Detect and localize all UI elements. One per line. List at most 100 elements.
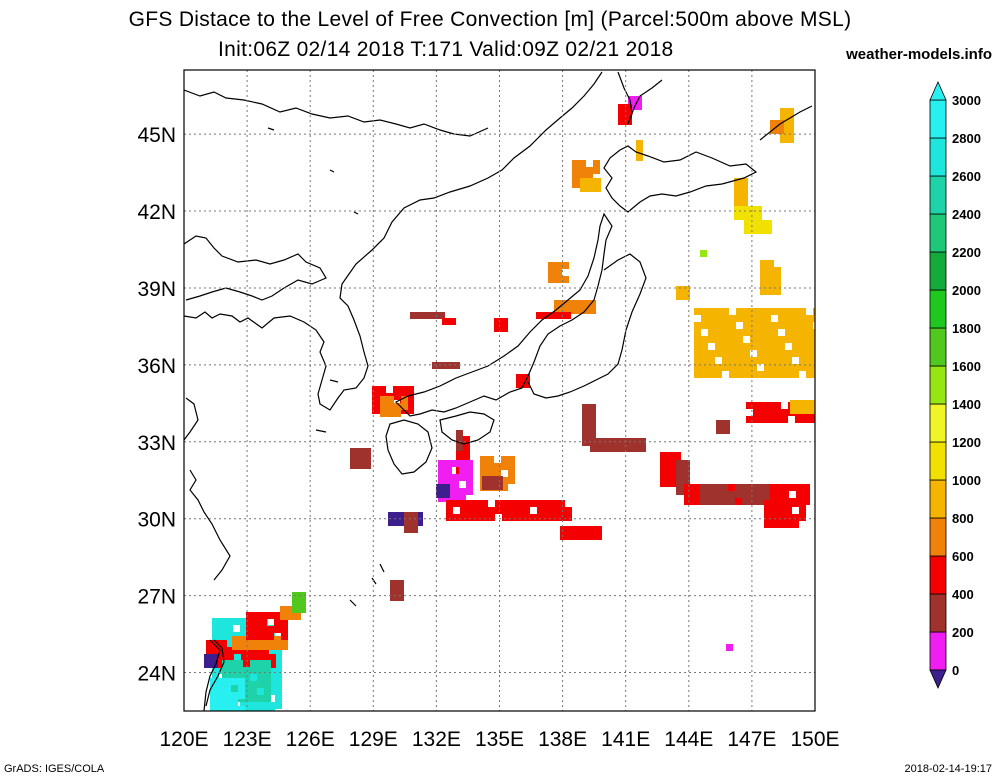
field-cell: [806, 329, 813, 336]
field-cell: [771, 343, 778, 350]
field-cell: [767, 267, 774, 274]
field-cell: [509, 514, 516, 521]
field-cell: [236, 667, 243, 674]
field-cell: [760, 402, 767, 409]
colorbar-label: 2800: [952, 131, 981, 146]
field-cell: [757, 308, 764, 315]
field-cell: [210, 692, 217, 699]
lon-tick-label: 141E: [601, 728, 650, 751]
field-cell: [509, 507, 516, 514]
field-cell: [416, 512, 423, 519]
field-cell: [708, 336, 715, 343]
field-cell: [778, 371, 785, 378]
field-cell: [395, 512, 402, 519]
field-cell: [765, 227, 772, 234]
field-cell: [714, 498, 721, 505]
field-cell: [456, 450, 463, 457]
field-cell: [260, 619, 267, 626]
field-cell: [229, 688, 236, 695]
colorbar: 0 200 400 600 800 1000 1200 1400 1600 1800 2000 220…: [929, 81, 981, 689]
field-cell: [785, 514, 792, 521]
field-cell: [729, 364, 736, 371]
field-cell: [233, 618, 240, 625]
lon-tick-label: 135E: [475, 728, 524, 751]
field-cell: [694, 364, 701, 371]
field-cell: [269, 661, 276, 668]
field-cell: [372, 407, 379, 414]
field-cell: [364, 448, 371, 455]
field-cell: [254, 688, 261, 695]
colorbar-segment: [929, 441, 947, 481]
field-cell: [589, 300, 596, 307]
field-cell: [264, 681, 271, 688]
field-cell: [813, 357, 815, 364]
field-cell: [660, 480, 667, 487]
lon-tick-label: 129E: [349, 728, 398, 751]
field-cell: [787, 136, 794, 143]
field-cell: [774, 416, 781, 423]
field-cell: [224, 699, 231, 706]
field-cell: [380, 403, 387, 410]
field-cell: [480, 463, 487, 470]
field-cell: [572, 160, 579, 167]
field-cell: [729, 336, 736, 343]
field-cell: [756, 498, 763, 505]
field-cell: [813, 315, 815, 322]
field-cell: [764, 308, 771, 315]
field-cell: [597, 445, 604, 452]
field-cell: [474, 500, 481, 507]
field-cell: [809, 416, 815, 423]
field-cell: [758, 220, 765, 227]
field-cell: [299, 599, 306, 606]
field-cell: [792, 521, 799, 528]
field-cell: [219, 625, 226, 632]
field-cell: [632, 445, 639, 452]
colorbar-label: 2200: [952, 245, 981, 260]
field-cell: [574, 526, 581, 533]
field-cell: [736, 357, 743, 364]
field-cell: [568, 307, 575, 314]
field-cell: [729, 350, 736, 357]
field-cell: [736, 343, 743, 350]
field-cell: [231, 699, 238, 706]
field-cell: [676, 481, 683, 488]
field-cell: [227, 654, 234, 661]
field-cell: [635, 103, 642, 110]
field-cell: [481, 514, 488, 521]
field-cell: [253, 626, 260, 633]
field-cell: [768, 491, 775, 498]
field-cell: [243, 681, 250, 688]
field-cell: [446, 514, 453, 521]
field-cell: [407, 400, 414, 407]
field-cell: [489, 483, 496, 490]
field-cell: [350, 455, 357, 462]
field-cell: [792, 500, 799, 507]
field-cell: [790, 407, 797, 414]
field-cell: [715, 322, 722, 329]
field-cell: [474, 514, 481, 521]
field-cell: [715, 308, 722, 315]
field-cell: [452, 488, 459, 495]
field-cell: [438, 312, 445, 319]
field-cell: [508, 456, 515, 463]
field-cell: [438, 474, 445, 481]
longitude-labels: 120E 123E 126E 129E 132E 135E 138E 141E 144E 147E…: [159, 728, 839, 751]
field-cell: [267, 643, 274, 650]
field-cell: [212, 667, 219, 674]
field-cell: [229, 660, 236, 667]
field-cell: [487, 470, 494, 477]
field-cell: [789, 484, 796, 491]
field-cell: [411, 526, 418, 533]
field-cell: [210, 678, 217, 685]
field-cell: [551, 500, 558, 507]
field-cell: [489, 476, 496, 483]
field-cell: [749, 491, 756, 498]
field-cell: [222, 674, 229, 681]
field-cell: [582, 418, 589, 425]
field-cell: [357, 455, 364, 462]
field-cell: [701, 322, 708, 329]
field-cell: [778, 322, 785, 329]
field-cell: [582, 404, 589, 411]
field-cell: [275, 667, 282, 674]
field-cell: [501, 318, 508, 325]
